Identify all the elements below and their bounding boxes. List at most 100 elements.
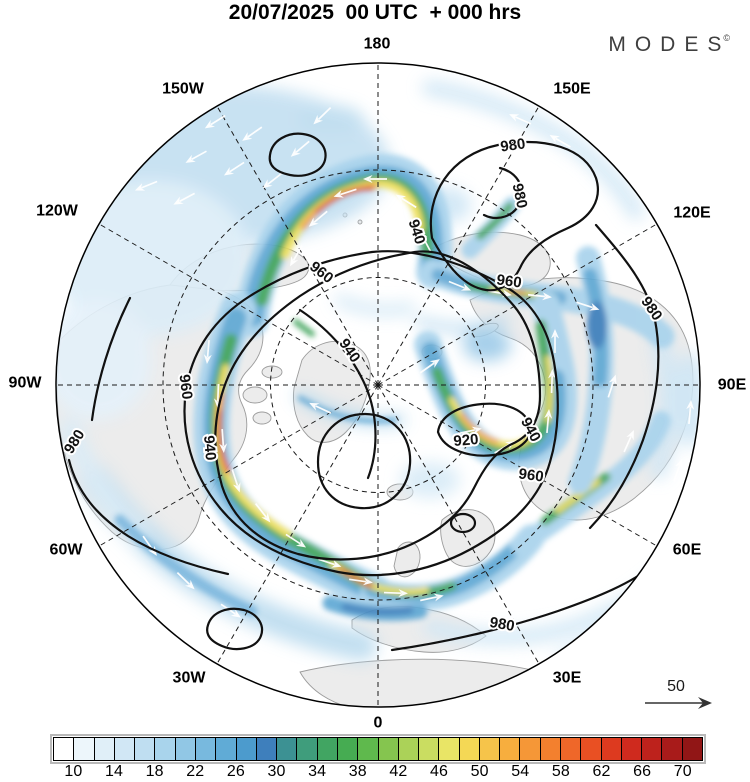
colorbar-cell (560, 737, 582, 761)
colorbar-cell (641, 737, 663, 761)
longitude-label: 60W (50, 542, 84, 559)
wind-arrow-icon (308, 210, 328, 227)
latitude-circle (162, 169, 594, 601)
wind-arrow-icon (623, 430, 634, 453)
longitude-label: 150W (162, 81, 205, 98)
latitude-circle (270, 277, 486, 493)
wind-arrow-icon (458, 426, 482, 435)
wind-reference-label: 50 (667, 678, 685, 695)
colorbar-cell (620, 737, 643, 761)
colorbar-tick-label: 54 (511, 763, 530, 780)
wind-arrow-icon (576, 301, 600, 311)
wind-arrow-icon (686, 400, 695, 425)
colorbar-tick-label: 26 (226, 763, 245, 780)
colorbar-cell (93, 737, 115, 761)
wind-arrow-icon (548, 369, 557, 394)
colorbar-tick-label: 62 (592, 763, 611, 780)
longitude-ring-labels: 180 150W 150E 120W 120E 90W 90E 60W 60E 30W 30E 0 (9, 36, 747, 732)
wind-arrow-icon (254, 503, 271, 523)
colorbar-cell (438, 737, 460, 761)
wind-arrow-icon (419, 230, 432, 252)
wind-arrow-icon (383, 589, 408, 598)
wind-arrow-icon (549, 135, 571, 148)
longitude-label: 90W (9, 375, 43, 392)
colorbar-cell (357, 737, 379, 761)
contour-label: 920 (453, 431, 479, 450)
contour-lines (67, 132, 660, 652)
wind-arrow-icon (290, 140, 310, 157)
wind-arrows (134, 101, 695, 618)
wind-arrow-icon (219, 428, 228, 453)
colorbar-cell (478, 737, 501, 761)
wind-arrow-icon (262, 172, 282, 189)
colorbar-cell (215, 737, 237, 761)
colorbar-tick-label: 14 (105, 763, 123, 780)
colorbar-cell (73, 737, 95, 761)
wind-arrow-icon (544, 409, 553, 434)
colorbar-tick-label: 70 (673, 763, 692, 780)
wind-arrow-icon (231, 469, 241, 493)
colorbar-cell (316, 737, 339, 761)
colorbar-cell (276, 737, 298, 761)
colorbar-cell (296, 737, 318, 761)
colorbar-cell (681, 737, 704, 761)
colorbar-cell (194, 737, 217, 761)
colorbar-tick-label: 22 (186, 763, 205, 780)
contour-label: 980 (499, 135, 526, 155)
wind-arrow-icon (290, 245, 303, 267)
wind-arrow-icon (313, 107, 332, 125)
wind-arrow-icon (527, 292, 552, 301)
wind-arrow-icon (242, 126, 263, 141)
page-title: 20/07/2025 00 UTC + 000 hrs (228, 1, 522, 24)
colorbar-cell (580, 737, 602, 761)
colorbar-cell (255, 737, 278, 761)
wind-arrow-icon (309, 402, 332, 414)
longitude-label: 90E (718, 377, 747, 394)
longitude-label: 30W (173, 670, 207, 687)
longitude-label: 60E (673, 542, 702, 559)
colorbar-tick-label: 38 (348, 763, 367, 780)
wind-reference-arrow-head-icon (698, 697, 712, 709)
colorbar-cell (539, 737, 562, 761)
wind-arrow-icon (607, 374, 617, 398)
wind-arrow-icon (285, 533, 307, 548)
longitude-label: 120E (673, 205, 711, 222)
longitude-label: 0 (374, 715, 383, 732)
wind-reference-vector: 50 (645, 678, 712, 709)
longitude-label: 120W (36, 203, 79, 220)
longitude-label: 150E (553, 81, 591, 98)
wind-arrow-icon (363, 175, 387, 183)
colorbar-cell (519, 737, 541, 761)
colorbar (50, 734, 706, 764)
map-boundary-circle (55, 62, 701, 708)
colorbar-tick-label: 42 (389, 763, 408, 780)
wind-arrow-icon (395, 194, 417, 209)
wind-arrow-icon (673, 458, 683, 482)
colorbar-tick-label: 18 (145, 763, 164, 780)
wind-arrow-icon (448, 280, 472, 291)
colorbar-tick-label: 34 (308, 763, 326, 780)
colorbar-tick-label: 58 (551, 763, 570, 780)
longitude-label: 180 (364, 36, 391, 53)
wind-arrow-icon (173, 192, 195, 205)
colorbar-cell (113, 737, 136, 761)
colorbar-cell (377, 737, 399, 761)
contour-label: 940 (200, 435, 219, 461)
contour-label: 960 (176, 373, 196, 400)
wind-arrow-icon (134, 180, 158, 191)
contour-label: 960 (495, 271, 522, 291)
colorbar-cell (661, 737, 683, 761)
wind-arrow-icon (419, 359, 440, 374)
wind-arrow-icon (333, 188, 357, 198)
colorbar-cell (174, 737, 197, 761)
wind-arrow-icon (509, 114, 532, 125)
wind-arrow-icon (348, 577, 373, 586)
graticule-grid (56, 63, 700, 707)
wind-arrow-icon (203, 339, 212, 364)
modes-logo: MODES© (608, 33, 730, 57)
colorbar-tick-label: 66 (633, 763, 651, 780)
copyright-icon: © (723, 33, 730, 43)
colorbar-tick-label: 30 (267, 763, 286, 780)
colorbar-cell (499, 737, 521, 761)
